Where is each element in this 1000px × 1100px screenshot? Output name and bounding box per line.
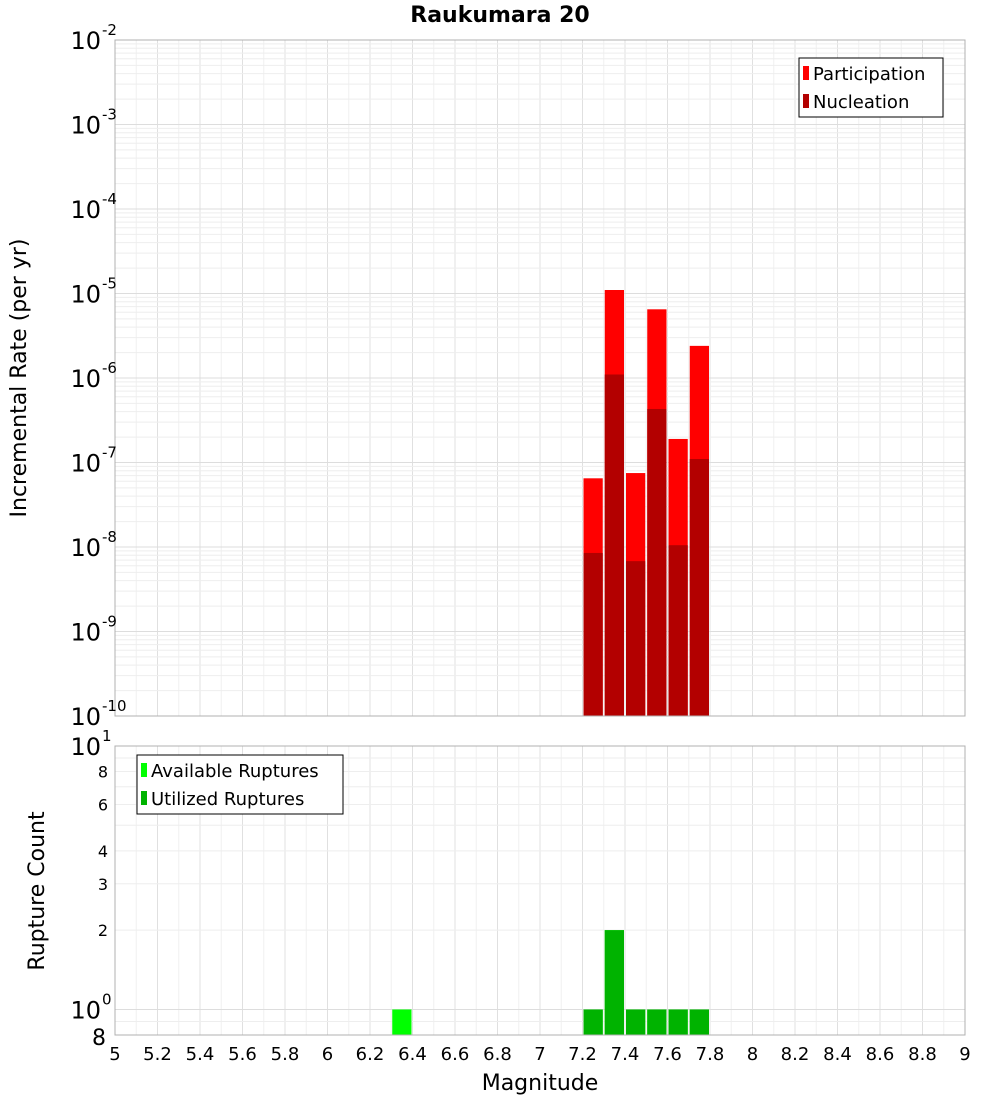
y-tick-label: 3 [98,875,108,894]
plot-border [114,745,966,1036]
plot-border [114,39,966,717]
y-tick-exponent: -9 [102,613,117,631]
y-tick-label: 10 [70,619,101,647]
y-tick-label: 10 [70,703,101,731]
y-tick-exponent: -7 [102,444,117,462]
bottom-y-axis-label: Rupture Count [25,811,50,971]
rate-bar-nucleation [626,561,646,716]
y-tick-exponent: -3 [102,106,117,124]
y-tick-exponent: -8 [102,528,117,546]
chart-title: Raukumara 20 [410,3,589,28]
count-bar-utilized-ruptures [626,1009,646,1035]
x-tick-label: 7 [534,1044,545,1065]
count-bar-utilized-ruptures [668,1009,688,1035]
y-tick-label: 10 [70,534,101,562]
y-tick-label: 4 [98,842,108,861]
x-tick-label: 7.6 [653,1044,682,1065]
y-tick-label: 10 [70,112,101,140]
x-tick-label: 5 [109,1044,120,1065]
y-tick-label: 10 [70,196,101,224]
x-tick-label: 5.6 [228,1044,257,1065]
count-bar-available-ruptures [392,1009,412,1035]
y-tick-exponent: -2 [102,21,117,39]
count-bar-utilized-ruptures [689,1009,709,1035]
legend-swatch [803,94,809,108]
x-tick-label: 8.8 [908,1044,937,1065]
x-tick-label: 8.2 [781,1044,810,1065]
y-tick-label: 10 [70,27,101,55]
x-tick-label: 6.6 [441,1044,470,1065]
legend-box [136,754,344,815]
y-tick-exponent: -6 [102,359,117,377]
legend-box [798,57,944,118]
count-bar-utilized-ruptures [647,1009,667,1035]
y-tick-exponent: -5 [102,275,117,293]
y-tick-exponent: 0 [102,990,112,1008]
count-bar-utilized-ruptures [604,930,624,1035]
x-tick-label: 7.8 [696,1044,725,1065]
rate-bar-nucleation [668,545,688,716]
y-tick-label: 10 [70,281,101,309]
rate-legend: Participation Nucleation [798,57,944,118]
x-tick-label: 8.4 [823,1044,852,1065]
x-tick-label: 5.2 [143,1044,172,1065]
y-tick-exponent: -4 [102,190,117,208]
y-tick-label: 10 [70,365,101,393]
top-y-axis-label: Incremental Rate (per yr) [7,239,32,518]
y-tick-label: 8 [92,1026,106,1051]
y-tick-exponent: -10 [102,697,127,715]
x-tick-label: 9 [959,1044,970,1065]
x-tick-label: 5.4 [186,1044,215,1065]
y-tick-label: 10 [70,733,101,761]
x-tick-label: 7.2 [568,1044,597,1065]
y-tick-exponent: 1 [102,727,112,745]
y-tick-label: 10 [70,996,101,1024]
legend-swatch [141,763,147,777]
rate-bar-nucleation [689,459,709,716]
x-tick-label: 6.2 [356,1044,385,1065]
x-tick-label: 7.4 [611,1044,640,1065]
count-bar-utilized-ruptures [583,1009,603,1035]
x-tick-label: 8 [747,1044,758,1065]
rate-bar-nucleation [647,408,667,716]
y-tick-label: 10 [70,450,101,478]
rate-bar-nucleation [604,374,624,716]
legend-entry: Utilized Ruptures [151,789,304,810]
legend-swatch [141,791,147,805]
y-tick-label: 8 [98,763,108,782]
x-tick-label: 6.8 [483,1044,512,1065]
legend-entry: Participation [813,64,925,85]
y-tick-label: 2 [98,921,108,940]
count-legend: Available Ruptures Utilized Ruptures [136,754,344,815]
rate-bar-nucleation [583,552,603,716]
y-tick-label: 6 [98,795,108,814]
x-tick-label: 5.8 [271,1044,300,1065]
legend-swatch [803,66,809,80]
x-tick-label: 6.4 [398,1044,427,1065]
x-tick-label: 6 [322,1044,333,1065]
legend-entry: Available Ruptures [151,761,319,782]
x-axis-label: Magnitude [482,1071,599,1096]
x-tick-label: 8.6 [866,1044,895,1065]
legend-entry: Nucleation [813,92,909,113]
